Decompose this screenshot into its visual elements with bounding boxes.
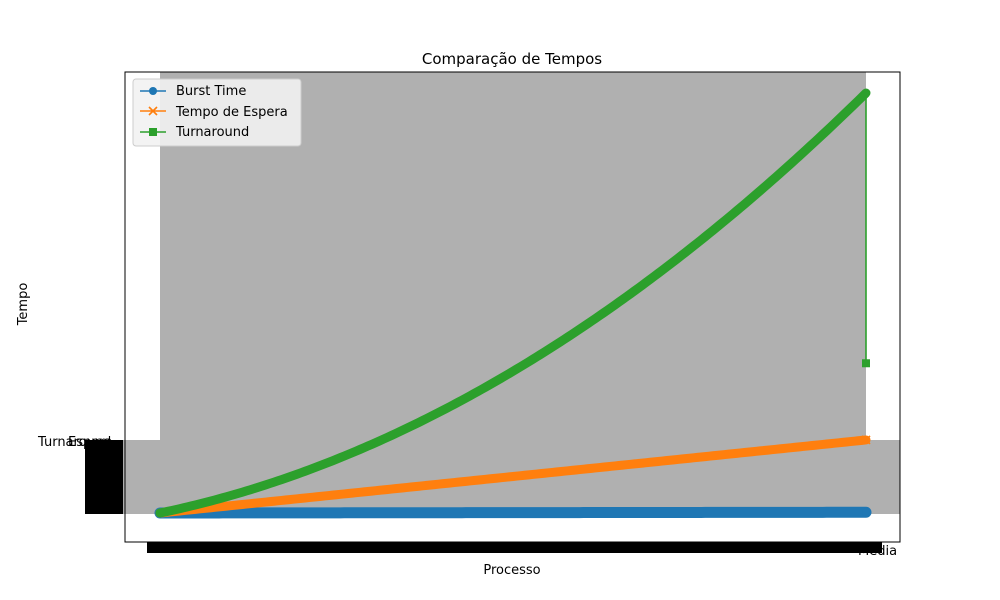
series-end-marker: [862, 508, 870, 517]
series-end-marker: [861, 435, 871, 445]
series-layer: [154, 88, 872, 519]
legend-item-burst-time: Burst Time: [140, 84, 246, 99]
legend-item-turnaround: Turnaround: [140, 125, 249, 140]
legend: Burst Time Tempo de Espera Turnaround: [132, 78, 302, 147]
tick-layer: [85, 440, 882, 553]
series-turnaround: [155, 88, 871, 518]
series-markers: [155, 435, 871, 518]
x-axis-label: Processo: [483, 563, 540, 578]
legend-label-tempo-de-espera: Tempo de Espera: [175, 105, 288, 120]
series-burst-time: [154, 506, 872, 519]
series-tempo-de-espera: [155, 435, 871, 518]
legend-box: [132, 78, 302, 147]
y-tick-label-turnaround: Turnaround: [37, 435, 111, 450]
chart-title: Comparação de Tempos: [422, 50, 602, 68]
y-tick-label-espera: Espera: [68, 435, 113, 450]
legend-item-tempo-de-espera: Tempo de Espera: [140, 105, 288, 120]
legend-label-burst-time: Burst Time: [176, 84, 246, 99]
y-tick-labels-overlap: [85, 440, 123, 514]
series-markers: [155, 88, 871, 518]
series-end-marker: [862, 359, 870, 368]
x-tick-label-media: Média: [858, 544, 897, 559]
x-tick-labels-overlap: [147, 542, 882, 553]
y-axis-label: Tempo: [16, 283, 31, 327]
legend-label-turnaround: Turnaround: [175, 125, 249, 140]
series-markers: [154, 506, 872, 519]
